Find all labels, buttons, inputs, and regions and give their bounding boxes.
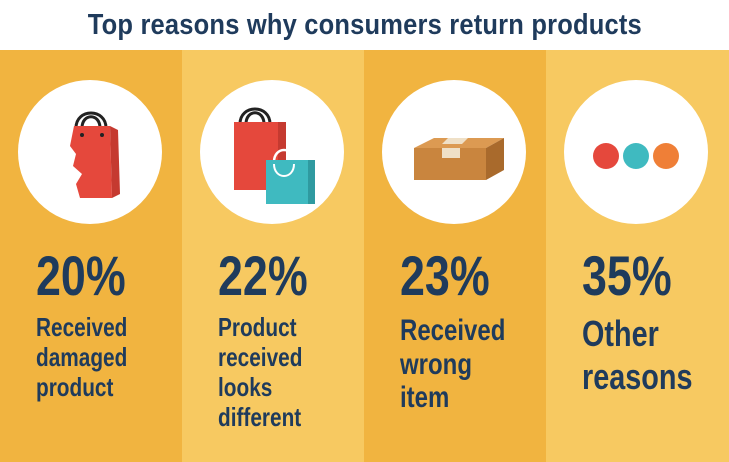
- percent-value: 35%: [582, 244, 672, 307]
- package-box-icon: [414, 138, 504, 180]
- reasons-grid: 20% Received damaged product 22% Product…: [0, 50, 729, 462]
- icon-circle: [18, 80, 162, 224]
- reason-label-line: Product: [218, 312, 297, 342]
- reason-label-line: Other: [582, 313, 659, 354]
- reason-label: Received wrong item: [400, 314, 544, 415]
- reason-label-line: received: [218, 342, 303, 373]
- reason-card-damaged: 20% Received damaged product: [0, 50, 182, 462]
- percent-value: 20%: [36, 244, 126, 307]
- reason-label-line: wrong: [400, 347, 472, 381]
- reason-label-line: product: [36, 372, 114, 403]
- three-dots-icon: [593, 143, 679, 169]
- reason-label-line: Received: [36, 312, 128, 342]
- shopping-bags-icon: [234, 107, 315, 204]
- percent-value: 22%: [218, 244, 308, 307]
- header: Top reasons why consumers return product…: [0, 0, 729, 50]
- reason-label: Received damaged product: [36, 312, 180, 402]
- icon-circle: [564, 80, 708, 224]
- reason-label-line: item: [400, 381, 450, 415]
- reason-label-line: looks: [218, 372, 273, 403]
- reason-label-line: Received: [400, 314, 506, 347]
- icon-circle: [382, 80, 526, 224]
- reason-card-other: 35% Other reasons: [546, 50, 729, 462]
- reason-label-line: damaged: [36, 342, 128, 373]
- reason-card-wrong-item: 23% Received wrong item: [364, 50, 546, 462]
- damaged-bag-icon: [70, 111, 120, 198]
- reason-label-line: different: [218, 402, 302, 433]
- icon-circle: [200, 80, 344, 224]
- percent-value: 23%: [400, 244, 490, 307]
- reason-label: Product received looks different: [218, 312, 362, 433]
- reason-card-looks-different: 22% Product received looks different: [182, 50, 364, 462]
- reason-label: Other reasons: [582, 312, 726, 398]
- reason-label-line: reasons: [582, 356, 693, 398]
- page-title: Top reasons why consumers return product…: [87, 8, 642, 41]
